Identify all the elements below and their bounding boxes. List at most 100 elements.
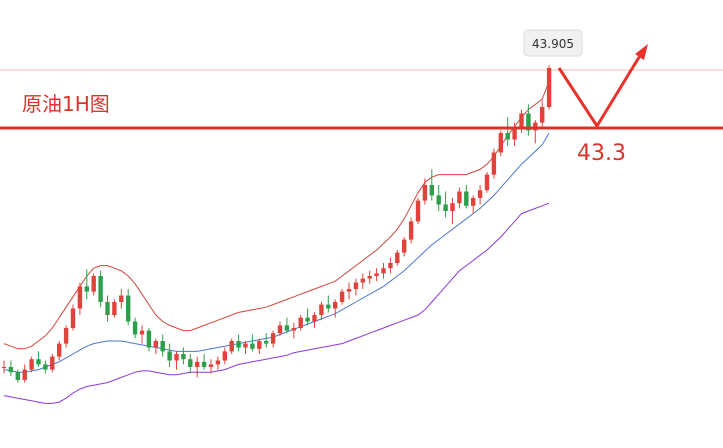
candle-body xyxy=(222,351,227,361)
candle-body xyxy=(436,195,441,205)
candle xyxy=(195,356,200,378)
middle-band-line xyxy=(3,132,550,373)
candle xyxy=(429,169,434,201)
candle xyxy=(112,299,117,318)
candle-body xyxy=(526,113,531,131)
candle xyxy=(484,172,490,193)
candle-body xyxy=(201,361,207,367)
candle xyxy=(498,130,503,157)
candle xyxy=(160,334,165,357)
candle-body xyxy=(91,276,96,292)
candle-body xyxy=(153,341,158,348)
projection-arrow xyxy=(557,44,648,129)
candle-body xyxy=(119,295,124,302)
candle xyxy=(360,273,365,289)
candle xyxy=(105,295,110,322)
candle-body xyxy=(181,354,186,360)
candle xyxy=(319,302,324,321)
candle-body xyxy=(43,364,48,370)
candle-body xyxy=(484,174,490,191)
candle-body xyxy=(408,221,414,240)
candle xyxy=(119,289,124,309)
candle-body xyxy=(505,133,510,140)
candle-body xyxy=(1,367,7,368)
candle-body xyxy=(139,330,145,335)
candle xyxy=(353,278,359,296)
candle xyxy=(457,187,462,209)
candle xyxy=(188,354,193,374)
candle xyxy=(367,270,372,284)
candle-body xyxy=(57,343,62,357)
candle-body xyxy=(264,341,269,344)
projection-path xyxy=(557,53,643,129)
bollinger-bands xyxy=(3,80,550,404)
candle xyxy=(174,351,179,370)
candle xyxy=(381,263,386,279)
candle-body xyxy=(326,304,331,309)
candle xyxy=(146,328,152,352)
candle-body xyxy=(457,191,462,204)
candle-body xyxy=(491,152,497,175)
candle xyxy=(57,341,62,361)
candle-body xyxy=(126,295,131,322)
candle xyxy=(126,289,131,326)
candle-body xyxy=(360,278,365,283)
candle xyxy=(305,308,310,326)
candle-body xyxy=(374,273,379,276)
candle-body xyxy=(312,315,317,322)
candle xyxy=(339,289,345,305)
candle xyxy=(312,312,317,328)
candle xyxy=(1,360,7,374)
candle-body xyxy=(346,289,352,292)
candle-body xyxy=(319,304,324,315)
candle-body xyxy=(471,198,476,206)
candle xyxy=(291,322,296,339)
candle xyxy=(540,100,545,127)
candle-body xyxy=(132,321,138,335)
candle-body xyxy=(63,328,69,344)
candle xyxy=(333,299,338,318)
candle xyxy=(29,356,34,373)
candle xyxy=(43,360,48,374)
candle-body xyxy=(339,291,345,302)
candle xyxy=(132,317,138,339)
candle xyxy=(546,65,552,110)
candle xyxy=(229,338,234,354)
candle xyxy=(326,295,331,313)
candle xyxy=(70,304,76,331)
projection-arrowhead xyxy=(635,44,648,60)
candle-body xyxy=(36,359,41,365)
candle xyxy=(36,351,41,367)
candle xyxy=(153,338,158,354)
candle xyxy=(491,148,497,179)
candle-body xyxy=(15,372,20,380)
candle-body xyxy=(450,203,455,211)
candle-body xyxy=(388,263,393,269)
candle-body xyxy=(243,343,248,348)
candle xyxy=(50,354,55,373)
chart-title: 原油1H图 xyxy=(22,92,110,116)
candle-body xyxy=(540,107,545,123)
candle-body xyxy=(257,341,262,349)
candle xyxy=(215,356,221,370)
candle xyxy=(181,347,186,365)
target-price-label: 43.3 xyxy=(577,141,626,166)
candle xyxy=(167,343,172,367)
candle-body xyxy=(498,133,503,153)
candle-body xyxy=(229,341,234,352)
candle xyxy=(250,334,255,352)
candle xyxy=(284,317,290,334)
candle-body xyxy=(291,328,296,331)
candle-body xyxy=(402,239,407,253)
candle-body xyxy=(105,302,110,315)
candle xyxy=(464,185,469,209)
candle xyxy=(374,268,379,282)
price-tag-value: 43.905 xyxy=(532,37,574,51)
candle-body xyxy=(84,286,89,292)
candle xyxy=(408,217,414,244)
candle xyxy=(450,198,455,224)
candle xyxy=(201,354,207,370)
candle-body xyxy=(464,191,469,206)
candle xyxy=(139,325,145,344)
